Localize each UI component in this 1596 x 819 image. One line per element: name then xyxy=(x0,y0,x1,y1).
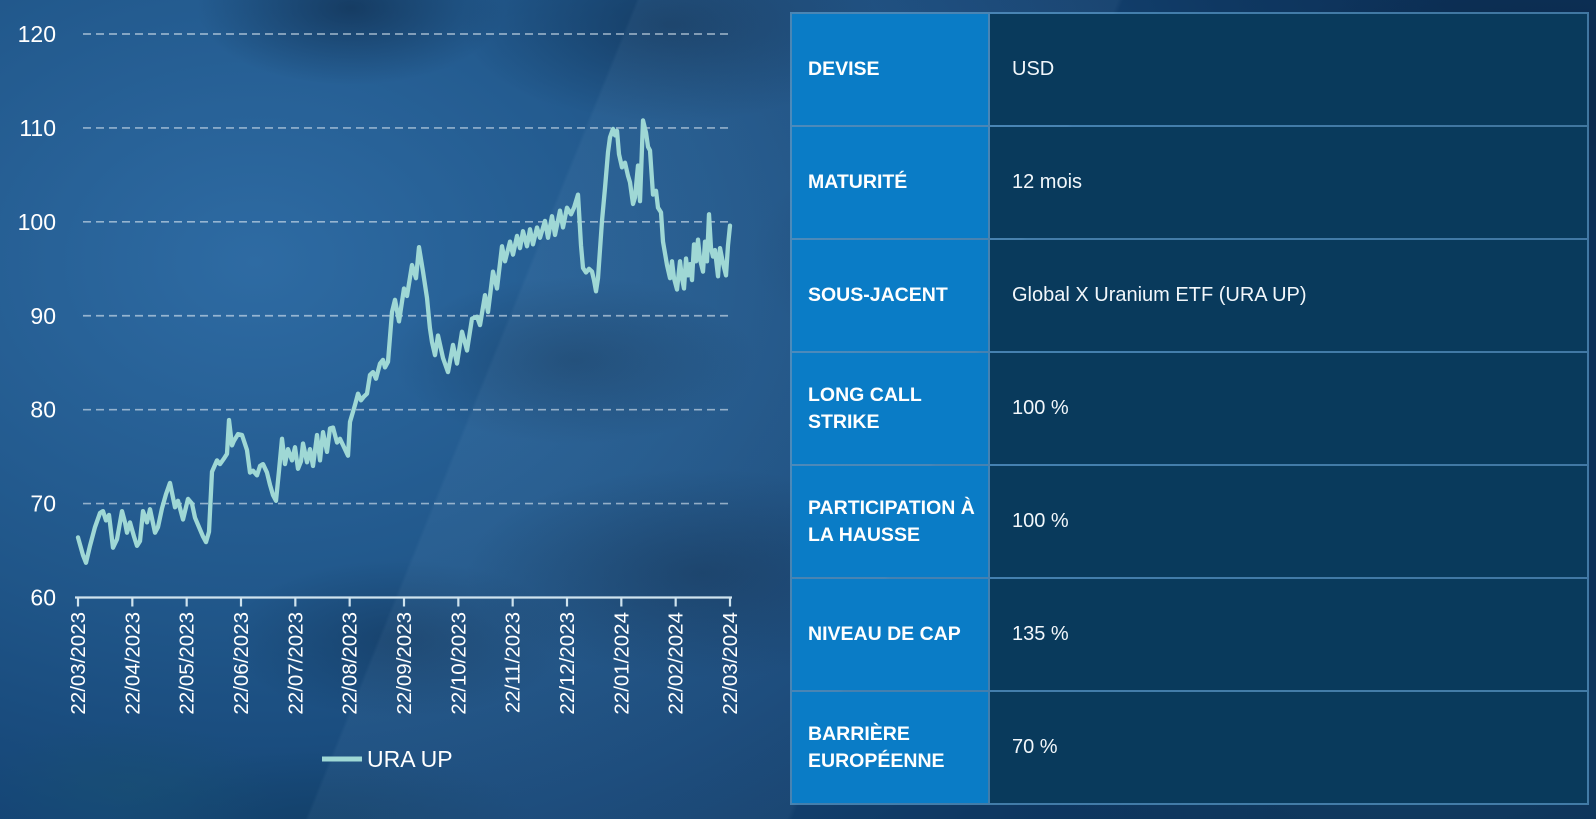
table-row: MATURITÉ 12 mois xyxy=(792,127,1587,238)
table-row: SOUS-JACENT Global X Uranium ETF (URA UP) xyxy=(792,240,1587,351)
row-value: 100 % xyxy=(990,353,1587,464)
table-row: BARRIÈRE EUROPÉENNE 70 % xyxy=(792,692,1587,803)
x-axis-tick-label: 22/11/2023 xyxy=(502,612,525,713)
x-axis-tick-label: 22/06/2023 xyxy=(230,612,253,715)
row-label: LONG CALL STRIKE xyxy=(792,353,988,464)
x-axis-tick-label: 22/05/2023 xyxy=(176,612,199,715)
row-label: MATURITÉ xyxy=(792,127,988,238)
row-value: USD xyxy=(990,14,1587,125)
y-axis-tick-label: 110 xyxy=(19,115,56,141)
table-row: NIVEAU DE CAP 135 % xyxy=(792,579,1587,690)
x-axis-tick-label: 22/03/2023 xyxy=(67,612,90,715)
x-axis-tick-label: 22/12/2023 xyxy=(556,612,579,715)
legend-label: URA UP xyxy=(367,746,453,772)
row-label: DEVISE xyxy=(792,14,988,125)
row-label: BARRIÈRE EUROPÉENNE xyxy=(792,692,988,803)
x-axis-tick-label: 22/02/2024 xyxy=(665,612,688,715)
row-value: 70 % xyxy=(990,692,1587,803)
table-row: PARTICIPATION À LA HAUSSE 100 % xyxy=(792,466,1587,577)
row-label: SOUS-JACENT xyxy=(792,240,988,351)
x-axis-tick-label: 22/09/2023 xyxy=(393,612,416,715)
underlying-price-chart: 60 70 80 90 100 110 120 22/03/2023 22/04/2023 22/… xyxy=(18,21,742,772)
y-axis-tick-label: 100 xyxy=(18,209,56,235)
row-value: 135 % xyxy=(990,579,1587,690)
series-line-ura-up xyxy=(75,118,733,565)
y-axis-tick-label: 90 xyxy=(30,303,56,329)
row-value: 100 % xyxy=(990,466,1587,577)
x-axis-tick-label: 22/08/2023 xyxy=(339,612,362,715)
y-axis-tick-label: 60 xyxy=(30,585,56,611)
x-axis-tick-label: 22/10/2023 xyxy=(447,612,470,715)
product-details-table: DEVISE USD MATURITÉ 12 mois SOUS-JACENT Globa… xyxy=(790,12,1589,805)
row-label: NIVEAU DE CAP xyxy=(792,579,988,690)
table-row: LONG CALL STRIKE 100 % xyxy=(792,353,1587,464)
y-axis-tick-label: 70 xyxy=(30,491,56,517)
x-axis-tick-label: 22/04/2023 xyxy=(121,612,144,715)
y-axis-tick-label: 80 xyxy=(30,397,56,423)
y-axis-tick-label: 120 xyxy=(18,21,56,47)
x-axis-tick-label: 22/01/2024 xyxy=(610,612,633,715)
x-axis-tick-label: 22/03/2024 xyxy=(719,612,742,715)
table-row: DEVISE USD xyxy=(792,14,1587,125)
x-axis-tick-label: 22/07/2023 xyxy=(284,612,307,715)
row-value: Global X Uranium ETF (URA UP) xyxy=(990,240,1587,351)
row-value: 12 mois xyxy=(990,127,1587,238)
chart-pane: 60 70 80 90 100 110 120 22/03/2023 22/04/2023 22/… xyxy=(0,0,780,819)
row-label: PARTICIPATION À LA HAUSSE xyxy=(792,466,988,577)
